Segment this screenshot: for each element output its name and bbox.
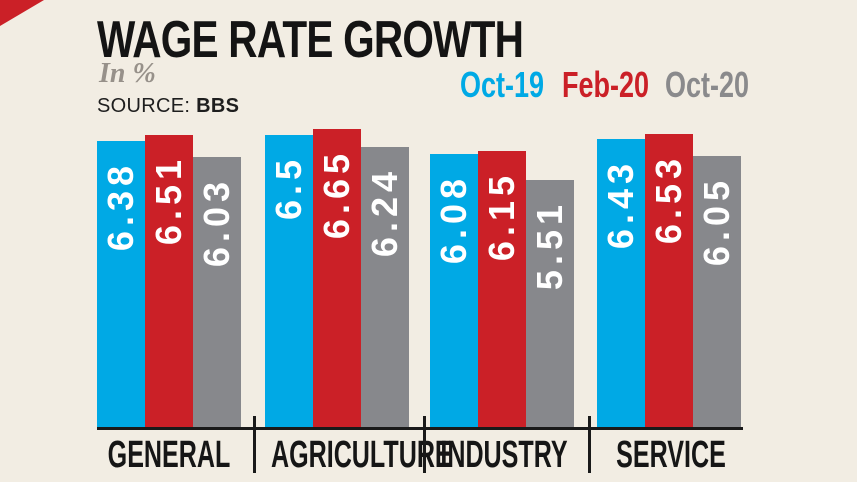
bar-feb-20-agriculture: 6.65: [313, 129, 361, 428]
category-label-industry: INDUSTRY: [440, 434, 568, 476]
category-separator-tick: [588, 416, 591, 473]
bar-feb-20-industry: 6.15: [478, 151, 526, 428]
bar-value-label: 6.05: [696, 176, 737, 267]
bar-feb-20-general: 6.51: [145, 135, 193, 428]
bar-oct-20-service: 6.05: [693, 156, 741, 428]
chart-title: WAGE RATE GROWTH: [97, 11, 524, 69]
bar-value-label: 6.43: [600, 159, 641, 250]
chart-unit-subtitle: In %: [99, 58, 156, 89]
bar-oct-19-general: 6.38: [97, 141, 145, 428]
bar-value-label: 6.08: [433, 174, 474, 265]
category-label-general: GENERAL: [107, 434, 231, 476]
bar-value-label: 6.5: [268, 155, 309, 221]
legend-item-oct-20: Oct-20: [665, 64, 750, 105]
category-label-agriculture: AGRICULTURE: [271, 434, 452, 476]
source-label: SOURCE:: [97, 95, 191, 117]
category-label-service: SERVICE: [616, 434, 726, 476]
x-axis-baseline: [97, 427, 743, 430]
bar-oct-19-service: 6.43: [597, 139, 645, 428]
source-value: BBS: [196, 95, 240, 117]
source-line: SOURCE: BBS: [97, 95, 239, 118]
bar-value-label: 6.38: [100, 161, 141, 252]
bar-oct-19-agriculture: 6.5: [265, 135, 313, 428]
category-separator-tick: [253, 416, 256, 473]
legend-item-feb-20: Feb-20: [562, 64, 650, 105]
bar-value-label: 6.03: [196, 177, 237, 268]
bar-oct-19-industry: 6.08: [430, 154, 478, 428]
bar-feb-20-service: 6.53: [645, 134, 693, 428]
bar-value-label: 5.51: [529, 200, 570, 291]
bar-value-label: 6.15: [481, 171, 522, 262]
legend-item-oct-19: Oct-19: [460, 64, 545, 105]
corner-accent-icon: [0, 0, 44, 26]
bar-oct-20-agriculture: 6.24: [361, 147, 409, 428]
bar-value-label: 6.53: [648, 154, 689, 245]
bar-value-label: 6.51: [148, 155, 189, 246]
bar-oct-20-general: 6.03: [193, 157, 241, 428]
bar-oct-20-industry: 5.51: [526, 180, 574, 428]
bar-value-label: 6.24: [364, 167, 405, 258]
category-separator-tick: [423, 416, 426, 473]
bar-value-label: 6.65: [316, 149, 357, 240]
